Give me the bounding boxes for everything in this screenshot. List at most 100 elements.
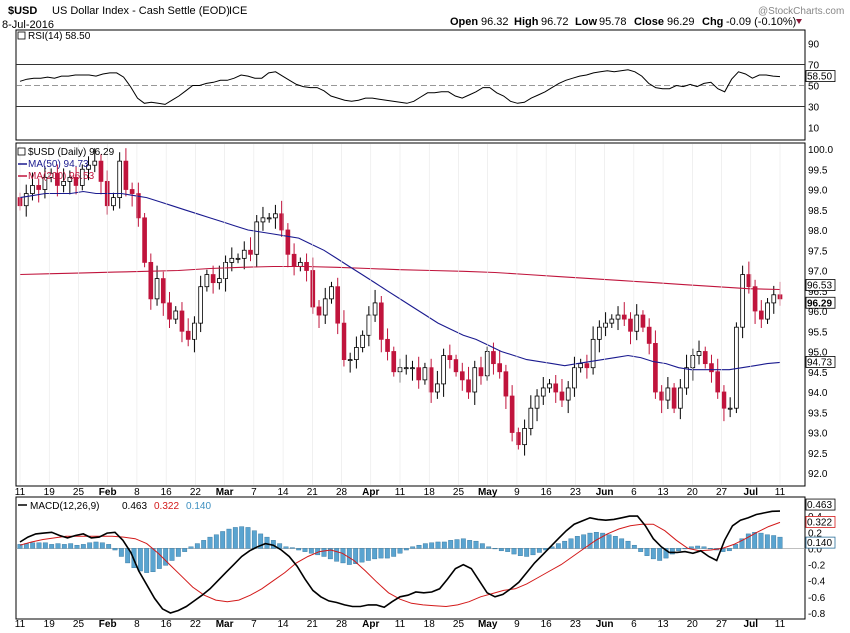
rsi-panel: [15, 29, 806, 141]
x-tick-label: 11: [395, 487, 406, 498]
macd-hist-bar: [726, 548, 732, 552]
x-axis-top: 11 19 25 Feb 8 16 22 Mar 7 14 21 28 Apr 11 18 25 May 9 16 2…: [15, 487, 786, 498]
candle-body: [684, 367, 689, 389]
candle-body: [136, 193, 141, 219]
macd-hist-bar: [372, 548, 378, 560]
rsi-chart: 90 70 50 30 10 58.50: [16, 40, 836, 135]
macd-hist-bar: [745, 533, 751, 549]
rsi-tick-label: 30: [808, 103, 820, 114]
x-tick-label: 22: [190, 487, 202, 498]
macd-hist-bar: [80, 544, 86, 549]
macd-hist-bar: [163, 548, 169, 566]
candle-body: [771, 294, 777, 304]
macd-hist-bar: [568, 538, 574, 549]
macd-last-box: [805, 498, 836, 511]
x-tick-label: 25: [73, 619, 85, 630]
candle-body: [584, 363, 590, 369]
candle-body: [86, 164, 91, 170]
high-label: High: [514, 16, 539, 28]
candle-body: [210, 274, 216, 284]
macd-hist-bar: [17, 544, 23, 549]
macd-hist-bar: [359, 548, 365, 563]
macd-hist-bar: [245, 527, 251, 549]
candle-body: [129, 189, 135, 194]
candle-body: [329, 286, 334, 300]
macd-hist-bar: [638, 548, 644, 552]
low-value: 95.78: [599, 16, 627, 28]
macd-hist-bar: [42, 542, 48, 549]
macd-hist-bar: [676, 548, 682, 552]
price-tick-label: 95.5: [808, 327, 828, 338]
open-value: 96.32: [481, 16, 509, 28]
macd-hist-bar: [207, 536, 213, 549]
macd-hist-bar: [771, 535, 777, 549]
macd-hist-bar: [391, 548, 397, 557]
candle-body: [185, 330, 191, 340]
macd-hist-bar: [467, 540, 473, 549]
x-tick-label: Jun: [596, 487, 614, 498]
rsi-legend-text: RSI(14) 58.50: [28, 31, 91, 42]
macd-tick-label: 0.0: [808, 544, 822, 555]
macd-hist-bar: [530, 548, 536, 556]
candle-body: [422, 367, 428, 381]
price-tick-label: 96.5: [808, 287, 828, 298]
candle-body: [428, 367, 434, 393]
candle-body: [410, 367, 415, 370]
candle-body: [335, 286, 341, 324]
price-tick-label: 95.0: [808, 348, 828, 359]
price-tick-label: 99.0: [808, 186, 828, 197]
candle-body: [341, 322, 347, 360]
hist-legend-value: 0.140: [186, 501, 211, 512]
down-arrow-icon: [796, 19, 802, 24]
price-tick-label: 94.5: [808, 368, 828, 379]
macd-hist-bar: [55, 543, 61, 549]
x-tick-label: 14: [278, 487, 290, 498]
chg-label: Chg: [702, 16, 723, 28]
ma200-last-label-box: [805, 279, 836, 291]
candle-body: [441, 355, 446, 385]
x-tick-label: 21: [307, 487, 319, 498]
candle-body: [316, 306, 322, 316]
candle-body: [528, 407, 534, 429]
price-tick-label: 93.5: [808, 408, 828, 419]
macd-hist-bar: [188, 546, 194, 549]
x-tick-label: 27: [716, 619, 728, 630]
x-tick-label: 11: [775, 487, 786, 498]
candle-body: [752, 286, 758, 312]
macd-hist-bar: [156, 548, 162, 569]
candle-body: [79, 168, 85, 186]
candle-body: [646, 326, 652, 344]
x-tick-label: 28: [336, 619, 348, 630]
macd-hist-bar: [74, 544, 80, 549]
candle-body: [572, 367, 577, 389]
macd-hist-bar: [505, 548, 511, 552]
candle-body: [347, 359, 353, 362]
candle-body: [192, 322, 197, 340]
macd-hist-bar: [239, 526, 245, 549]
candle-body: [198, 286, 203, 324]
candle-body: [665, 387, 671, 401]
macd-hist-bar: [524, 548, 530, 557]
macd-hist-bar: [657, 548, 663, 561]
candle-body: [671, 387, 677, 409]
close-value: 96.29: [667, 16, 695, 28]
ma50-last-label: 94.73: [807, 357, 832, 368]
candle-body: [734, 326, 739, 409]
x-tick-label: 22: [190, 619, 202, 630]
macd-hist-bar: [707, 548, 713, 550]
macd-hist-bar: [410, 546, 416, 549]
x-tick-label: Mar: [216, 619, 234, 630]
candle-body: [590, 338, 596, 369]
candle-body: [378, 302, 384, 340]
rsi-tick-label: 70: [808, 61, 820, 72]
candle-body: [297, 261, 303, 267]
rsi-tick-label: 90: [808, 40, 820, 51]
macd-hist-bar: [137, 548, 143, 572]
candle-body: [273, 213, 278, 219]
x-tick-label: 20: [687, 619, 699, 630]
price-panel: [15, 142, 806, 487]
x-tick-label: 18: [424, 619, 436, 630]
macd-hist-bar: [327, 548, 333, 560]
price-tick-label: 98.5: [808, 206, 828, 217]
candle-body: [235, 257, 241, 260]
